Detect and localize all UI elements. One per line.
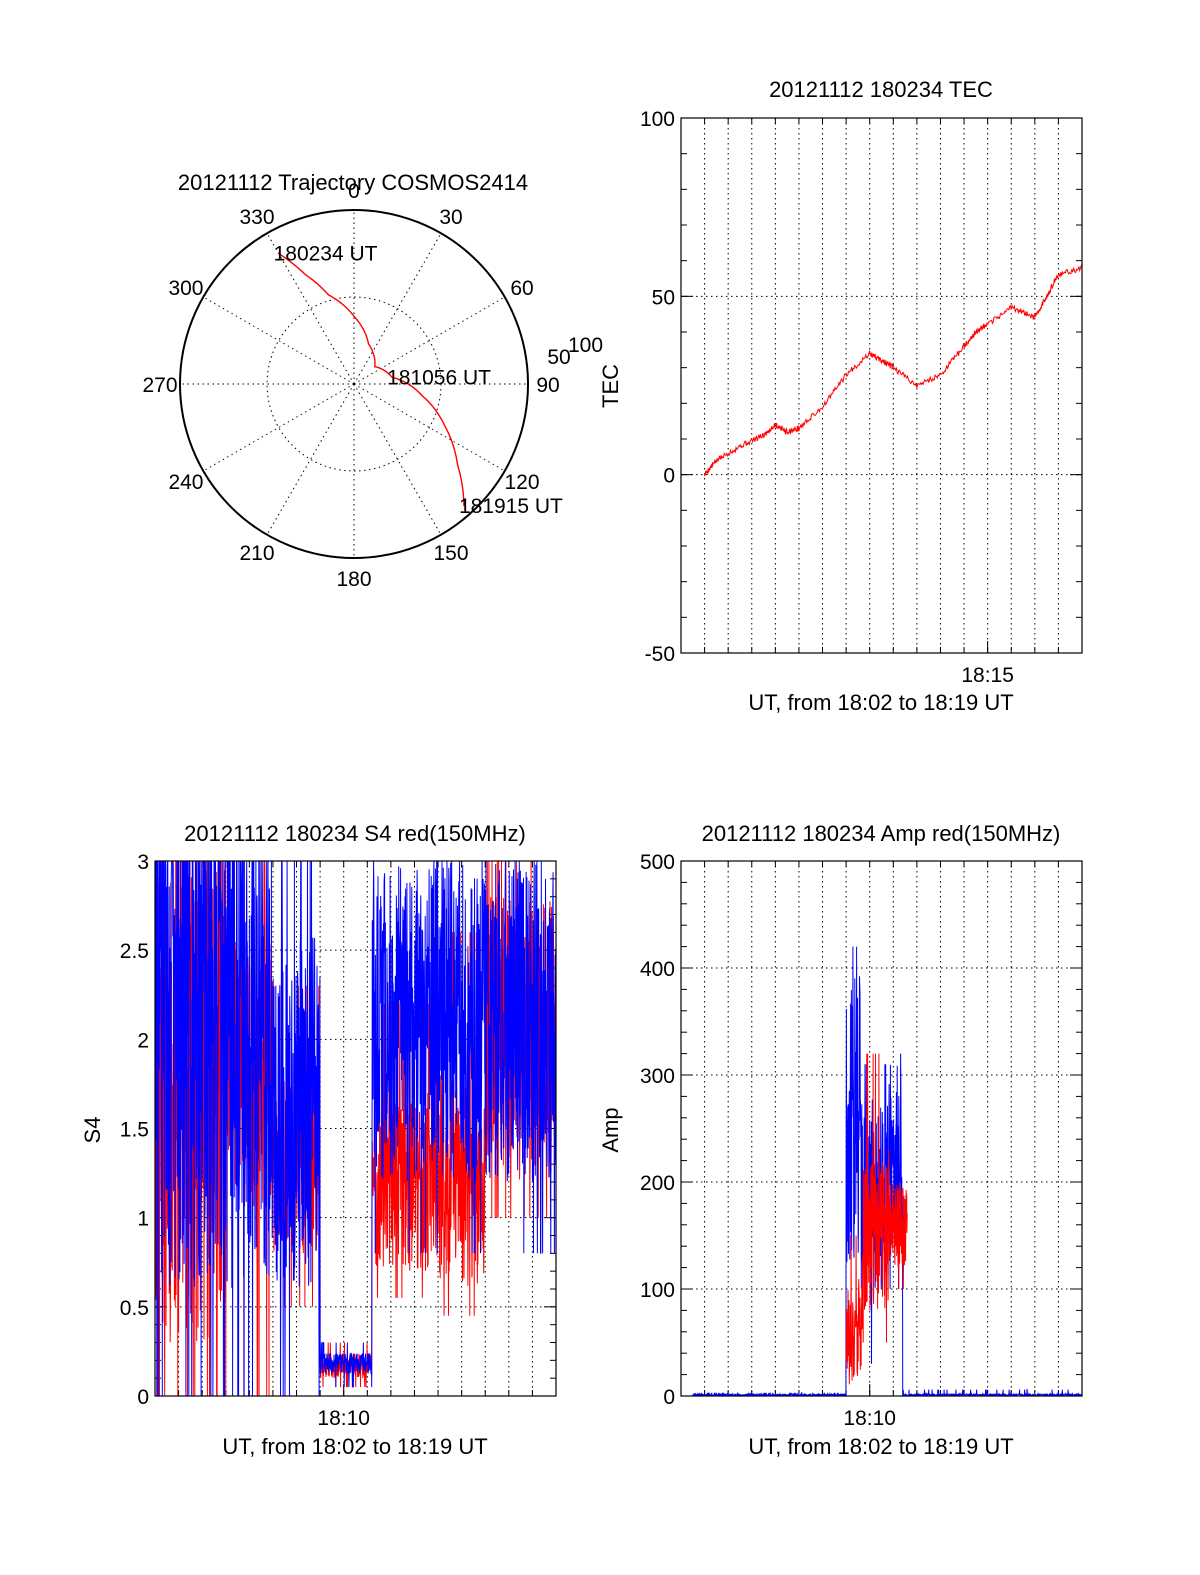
plot-frame (680, 117, 1083, 654)
y-tick-label: 200 (640, 1172, 675, 1195)
polar-angle-label: 270 (142, 374, 177, 397)
series-group (155, 861, 556, 1396)
trajectory-title: 20121112 Trajectory COSMOS2414 (178, 170, 528, 195)
y-tick-label: 500 (640, 851, 675, 874)
series-group (692, 946, 1082, 1396)
x-tick-label: 18:15 (961, 664, 1014, 687)
data-series-line (845, 1053, 908, 1385)
y-tick-label: 0.5 (120, 1297, 149, 1320)
polar-outer-circle (179, 209, 529, 559)
y-tick-label: -50 (645, 643, 675, 666)
s4-xlabel: UT, from 18:02 to 18:19 UT (222, 1434, 487, 1459)
y-tick-label: 0 (663, 1386, 675, 1409)
polar-angle-label: 120 (504, 471, 539, 494)
polar-grid-circle (266, 296, 442, 472)
data-series-line (704, 264, 1082, 477)
y-tick-label: 100 (640, 1279, 675, 1302)
y-tick-label: 1.5 (120, 1119, 149, 1142)
y-tick-label: 0 (663, 465, 675, 488)
y-tick-label: 300 (640, 1065, 675, 1088)
polar-grid-spoke (266, 233, 355, 385)
y-tick-label: 3 (137, 851, 149, 874)
polar-grid-spoke (353, 383, 505, 472)
polar-grid-spoke (353, 383, 442, 535)
y-tick-label: 0 (137, 1386, 149, 1409)
s4-chart: 20121112 180234 S4 red(150MHz) UT, from … (80, 821, 557, 1459)
polar-radial-label: 100 (568, 334, 603, 357)
polar-grid-spoke (266, 383, 355, 535)
polar-angle-label: 90 (536, 374, 559, 397)
plot-frame (154, 860, 557, 1397)
y-tick-label: 1 (137, 1208, 149, 1231)
trajectory-line (278, 252, 465, 507)
polar-angle-label: 150 (433, 542, 468, 565)
polar-angle-label: 330 (239, 206, 274, 229)
series-group (704, 264, 1082, 477)
tec-chart: 20121112 180234 TEC UT, from 18:02 to 18… (598, 77, 1083, 715)
polar-angle-label: 210 (239, 542, 274, 565)
tec-xlabel: UT, from 18:02 to 18:19 UT (748, 690, 1013, 715)
x-tick-label: 18:10 (843, 1407, 896, 1430)
polar-angle-label: 240 (168, 471, 203, 494)
s4-title: 20121112 180234 S4 red(150MHz) (184, 821, 526, 846)
polar-radial-label: 50 (547, 346, 570, 369)
y-tick-label: 50 (652, 286, 675, 309)
amp-chart: 20121112 180234 Amp red(150MHz) UT, from… (598, 821, 1083, 1459)
polar-angle-label: 300 (168, 277, 203, 300)
trajectory-time-label: 181915 UT (459, 495, 563, 518)
trajectory-time-label: 181056 UT (387, 366, 491, 389)
polar-grid-spoke (353, 296, 505, 385)
tec-ylabel: TEC (598, 364, 623, 408)
amp-title: 20121112 180234 Amp red(150MHz) (702, 821, 1061, 846)
amp-xlabel: UT, from 18:02 to 18:19 UT (748, 1434, 1013, 1459)
trajectory-polar-chart: 20121112 Trajectory COSMOS2414 0 30 60 90 12… (142, 170, 603, 591)
polar-angle-label: 180 (336, 568, 371, 591)
s4-ylabel: S4 (80, 1117, 105, 1144)
y-tick-label: 2.5 (120, 940, 149, 963)
polar-angle-label: 30 (439, 206, 462, 229)
y-tick-label: 400 (640, 958, 675, 981)
data-series-line (155, 861, 556, 1396)
polar-grid-spoke (203, 296, 355, 385)
y-tick-label: 2 (137, 1029, 149, 1052)
amp-ylabel: Amp (598, 1107, 623, 1152)
y-tick-label: 100 (640, 108, 675, 131)
polar-grid-spoke (203, 383, 355, 472)
polar-angle-label: 0 (348, 180, 360, 203)
polar-grid-spoke (353, 233, 442, 385)
polar-angle-label: 60 (510, 277, 533, 300)
plot-frame (680, 860, 1083, 1397)
trajectory-time-label: 180234 UT (274, 242, 378, 265)
x-tick-label: 18:10 (317, 1407, 370, 1430)
tec-title: 20121112 180234 TEC (769, 77, 993, 102)
